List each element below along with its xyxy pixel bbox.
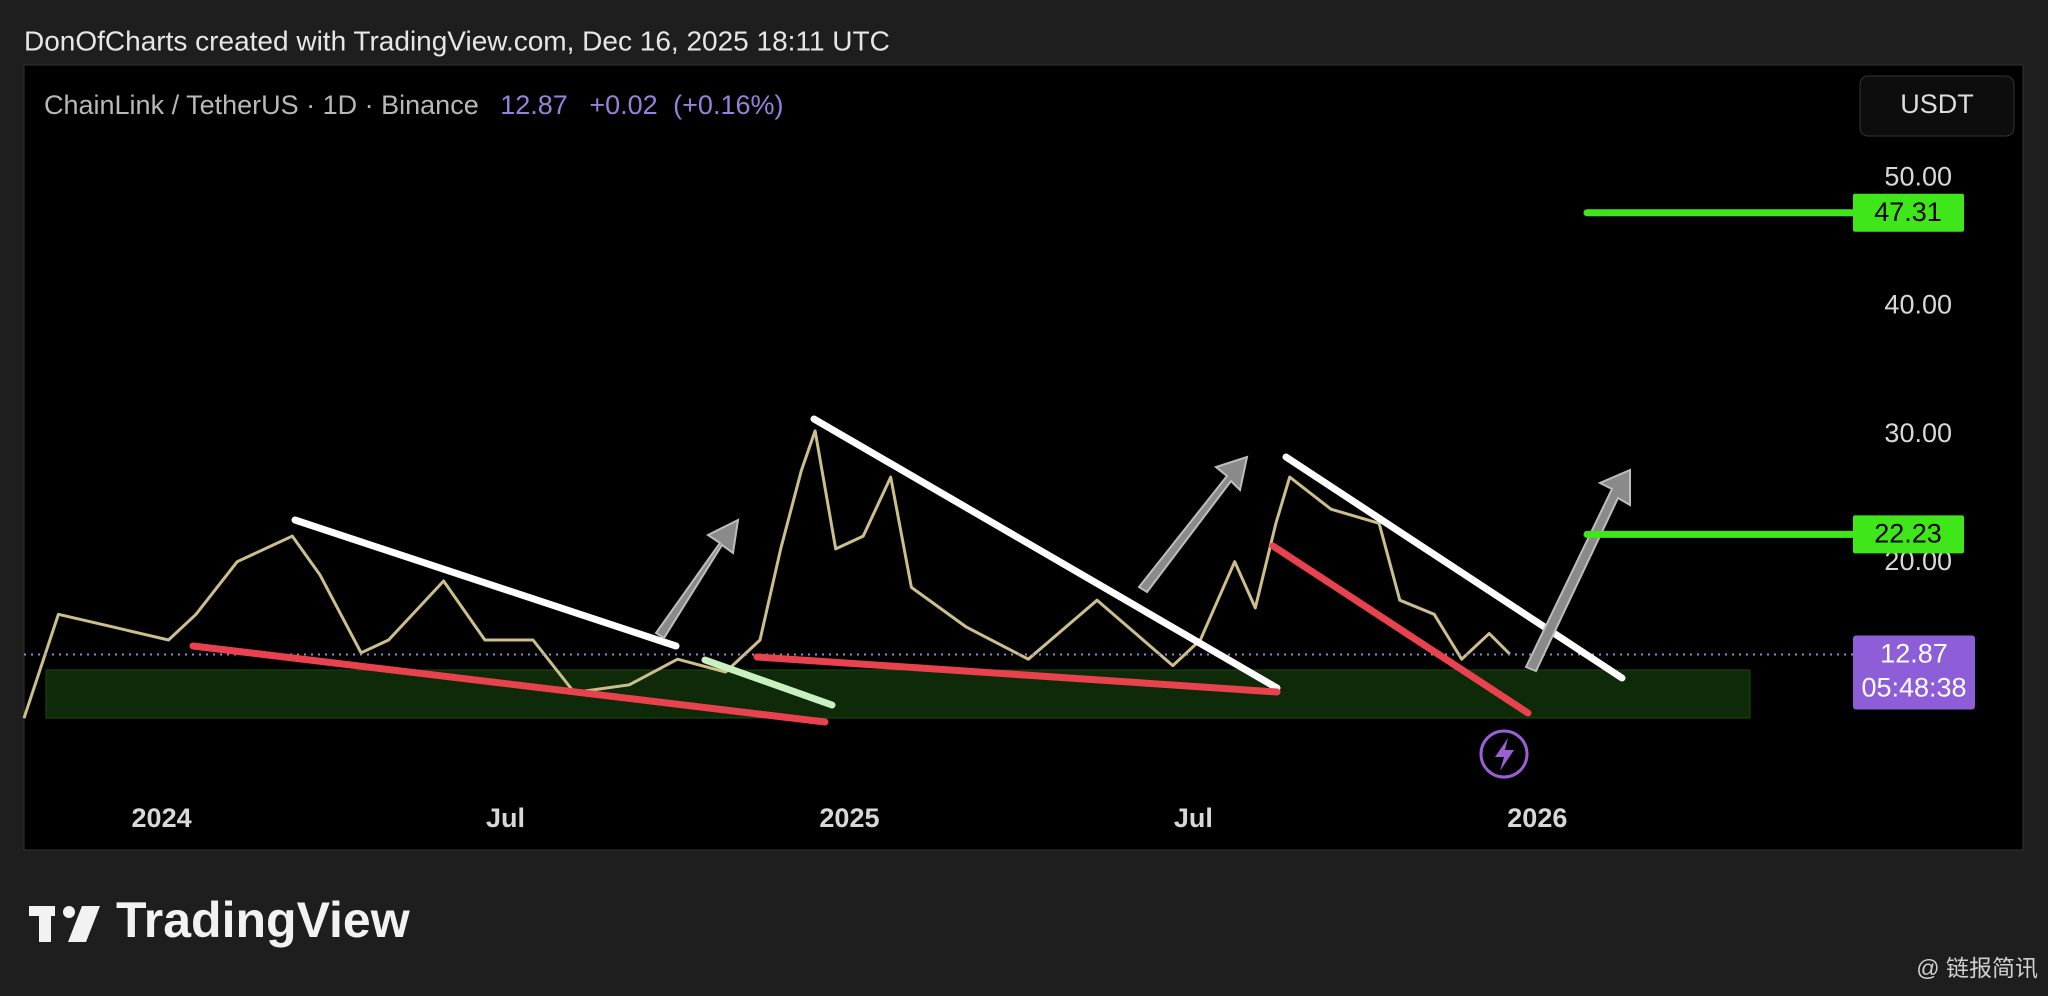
tv-logo-mark	[29, 906, 100, 942]
logo-text: TradingView	[116, 892, 410, 948]
last-price-label: 12.87	[1880, 639, 1948, 669]
x-tick-label: 2024	[132, 803, 192, 833]
countdown: 05:48:38	[1861, 673, 1966, 703]
price-line	[22, 429, 1511, 719]
header: DonOfCharts created with TradingView.com…	[24, 25, 890, 56]
arrows	[654, 455, 1631, 673]
x-tick-label: 2026	[1507, 803, 1567, 833]
symbol-line: ChainLink / TetherUS · 1D · Binance 12.8…	[44, 90, 783, 120]
logo-part	[63, 906, 75, 918]
change-percent: (+0.16%)	[673, 90, 783, 120]
y-tick-label: 50.00	[1884, 161, 1952, 191]
change: +0.02	[589, 90, 657, 120]
symbol: ChainLink / TetherUS · 1D · Binance	[44, 90, 479, 120]
event-icon[interactable]	[1479, 729, 1529, 779]
lightning	[1495, 738, 1514, 771]
series-layer	[22, 429, 1853, 719]
currency: USDT	[1900, 89, 1974, 119]
trendline	[810, 415, 1281, 692]
trendline	[291, 516, 680, 650]
y-tick-label: 40.00	[1884, 290, 1952, 320]
last-price: 12.87	[500, 90, 568, 120]
level-box	[1853, 193, 1964, 232]
arrow	[1524, 468, 1631, 673]
y-tick-label: 30.00	[1884, 418, 1952, 448]
level-label: 22.23	[1874, 519, 1942, 549]
trendline	[1269, 542, 1532, 717]
trendline	[701, 656, 836, 709]
level-box	[1853, 515, 1964, 554]
trendline	[189, 642, 829, 726]
chart-panel	[23, 64, 2024, 851]
arrow	[1137, 455, 1249, 594]
trendline	[753, 653, 1281, 696]
currency-button[interactable]	[1859, 75, 2015, 137]
x-tick-label: Jul	[1174, 803, 1213, 833]
support-zone	[45, 669, 1751, 719]
logo-part	[39, 906, 51, 942]
arrow	[654, 518, 740, 640]
last-price-box	[1853, 635, 1975, 710]
logo-part	[68, 906, 100, 942]
level-label: 47.31	[1874, 197, 1942, 227]
trendline	[1282, 453, 1626, 682]
x-tick-label: Jul	[486, 803, 525, 833]
x-tick-label: 2025	[819, 803, 879, 833]
watermark: @ 链报简讯	[1916, 955, 2038, 981]
drawings	[189, 415, 1626, 726]
